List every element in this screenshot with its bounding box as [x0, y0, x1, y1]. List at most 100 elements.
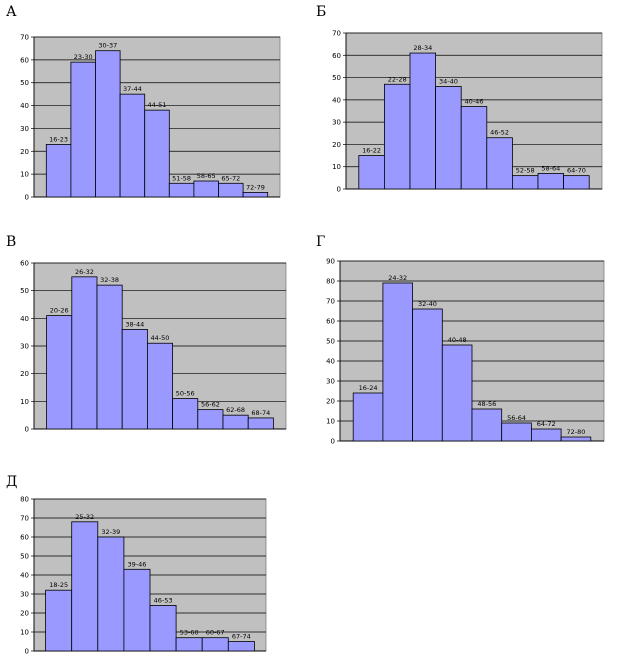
y-tick-label: 40 — [20, 102, 29, 110]
y-tick-label: 10 — [326, 418, 335, 426]
bar-32-39 — [97, 536, 125, 652]
y-tick-label: 20 — [326, 398, 335, 406]
y-tick-label: 50 — [20, 553, 29, 561]
bar-34-40 — [435, 86, 462, 190]
bar-label: 30-37 — [98, 42, 117, 50]
y-tick-label: 10 — [20, 629, 29, 637]
y-tick-label: 30 — [332, 119, 341, 127]
y-tick-label: 0 — [337, 186, 341, 194]
bar-label: 32-40 — [418, 300, 437, 308]
y-tick-label: 0 — [331, 438, 335, 446]
y-tick-label: 30 — [20, 125, 29, 133]
bar-32-40 — [412, 308, 443, 442]
y-tick-label: 80 — [326, 278, 335, 286]
bar-label: 32-39 — [101, 528, 120, 536]
y-tick-label: 50 — [20, 287, 29, 295]
bar-53-60 — [175, 637, 203, 652]
bar-label: 67-74 — [232, 633, 251, 641]
bar-23-30 — [70, 61, 96, 198]
histogram-a: 0 10 20 30 40 50 60 70 16-23 23-30 30-37 37-44 44-51… — [20, 34, 281, 202]
bar-label: 60-67 — [206, 629, 225, 637]
bar-18-25 — [45, 589, 73, 652]
bar-label: 53-60 — [180, 629, 199, 637]
bar-56-64 — [501, 422, 532, 442]
histogram-g: 0 10 20 30 40 50 60 70 80 90 16-24 24-32 32-40 40-48 4… — [326, 258, 605, 446]
y-tick-label: 50 — [20, 79, 29, 87]
bar-label: 68-74 — [251, 409, 270, 417]
bar-58-64 — [537, 172, 565, 190]
y-tick-label: 30 — [20, 591, 29, 599]
y-tick-label: 60 — [20, 260, 29, 268]
panel-label-v: В — [6, 234, 17, 250]
y-tick-label: 0 — [25, 648, 29, 656]
bar-label: 50-56 — [176, 390, 195, 398]
y-tick-label: 60 — [332, 52, 341, 60]
bar-48-56 — [471, 408, 503, 442]
y-tick-label: 20 — [20, 370, 29, 378]
bar-25-32 — [71, 521, 99, 652]
bar-16-22 — [358, 155, 385, 190]
bar-46-53 — [149, 605, 177, 652]
y-tick-label: 30 — [20, 343, 29, 351]
bar-38-44 — [121, 329, 148, 430]
bar-label: 65-72 — [221, 174, 240, 182]
bar-30-37 — [95, 50, 121, 198]
bar-60-67 — [201, 637, 229, 652]
bar-label: 38-44 — [125, 320, 144, 328]
bar-64-70 — [563, 175, 590, 190]
y-tick-label: 70 — [20, 34, 29, 42]
bar-24-32 — [382, 282, 414, 442]
bar-40-48 — [441, 344, 473, 442]
bar-label: 39-46 — [128, 560, 147, 568]
y-tick-label: 50 — [332, 74, 341, 82]
bar-label: 58-64 — [541, 164, 560, 172]
bar-26-32 — [71, 276, 98, 430]
bar-16-24 — [352, 392, 384, 442]
y-tick-label: 90 — [326, 258, 335, 266]
bar-label: 44-51 — [148, 101, 167, 109]
y-tick-label: 50 — [326, 338, 335, 346]
bar-label: 62-68 — [226, 406, 245, 414]
bar-label: 51-58 — [172, 174, 191, 182]
bar-label: 46-53 — [154, 596, 173, 604]
bar-label: 16-22 — [362, 147, 381, 155]
y-tick-label: 10 — [332, 163, 341, 171]
bar-label: 72-80 — [567, 428, 586, 436]
bar-label: 18-25 — [49, 581, 68, 589]
bar-label: 64-72 — [537, 420, 556, 428]
bar-label: 64-70 — [567, 167, 586, 175]
bar-label: 25-32 — [75, 513, 94, 521]
bar-label: 37-44 — [123, 85, 142, 93]
bar-label: 40-46 — [465, 98, 484, 106]
bar-label: 56-62 — [201, 401, 220, 409]
bar-label: 48-56 — [477, 400, 496, 408]
y-tick-label: 70 — [20, 515, 29, 523]
y-tick-label: 30 — [326, 378, 335, 386]
bar-44-51 — [144, 109, 170, 198]
bar-label: 40-48 — [448, 336, 467, 344]
panel-label-g: Г — [316, 234, 326, 250]
bar-label: 46-52 — [490, 129, 509, 137]
panel-label-b: Б — [316, 4, 327, 20]
y-tick-label: 60 — [20, 56, 29, 64]
bar-72-79 — [242, 192, 269, 198]
y-tick-label: 60 — [326, 318, 335, 326]
y-tick-label: 0 — [25, 426, 29, 434]
bar-label: 16-23 — [49, 135, 68, 143]
bar-72-80 — [560, 436, 592, 442]
y-tick-label: 80 — [20, 496, 29, 504]
y-tick-label: 40 — [326, 358, 335, 366]
bar-65-72 — [218, 182, 244, 198]
bar-label: 52-58 — [516, 167, 535, 175]
histogram-d: 0 10 20 30 40 50 60 70 80 18-25 25-32 32-39 39-46 46-… — [20, 496, 267, 656]
bar-label: 23-30 — [74, 53, 93, 61]
histogram-b: 0 10 20 30 40 50 60 70 16-22 22-28 28-34 34-40 40-46… — [332, 30, 603, 194]
histogram-v: 0 10 20 30 40 50 60 20-26 26-32 32-38 38-44 44-50 50… — [20, 260, 287, 434]
bar-label: 56-64 — [507, 414, 526, 422]
bar-64-72 — [530, 428, 562, 442]
y-tick-label: 10 — [20, 398, 29, 406]
y-tick-label: 40 — [20, 315, 29, 323]
y-tick-label: 40 — [332, 96, 341, 104]
bar-label: 34-40 — [439, 77, 458, 85]
bar-40-46 — [460, 106, 488, 190]
